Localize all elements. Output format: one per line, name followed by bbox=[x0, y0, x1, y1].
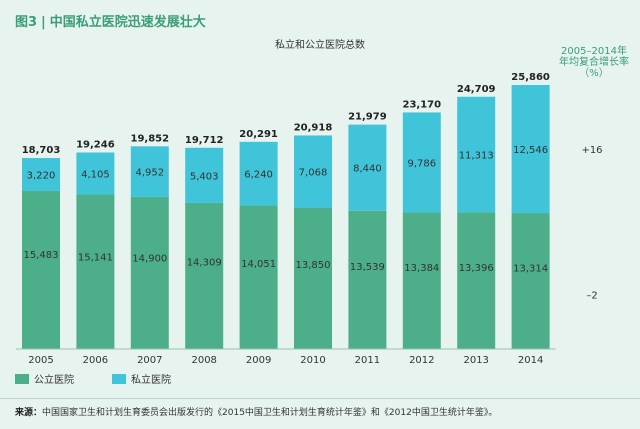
bar-public-2009 bbox=[239, 205, 278, 349]
x-tick-2006: 2006 bbox=[83, 355, 108, 366]
bar-private-2010 bbox=[294, 135, 332, 208]
bar-public-2006 bbox=[76, 194, 115, 349]
figure-title: 图3 | 中国私立医院迅速发展壮大 bbox=[15, 11, 206, 30]
data-label-total-2010: 20,918 bbox=[294, 122, 333, 133]
data-label-total-2008: 19,712 bbox=[185, 135, 224, 146]
data-label-private-2008: 5,403 bbox=[190, 171, 219, 182]
data-label-public-2008: 14,309 bbox=[187, 257, 222, 268]
data-label-public-2007: 14,900 bbox=[132, 254, 167, 265]
data-label-public-2005: 15,483 bbox=[24, 250, 59, 261]
bar-private-2006 bbox=[76, 152, 115, 195]
data-label-private-2013: 11,313 bbox=[459, 150, 494, 161]
data-label-public-2014: 13,314 bbox=[513, 263, 548, 274]
data-label-total-2005: 18,703 bbox=[22, 145, 61, 156]
legend-item-private: 私立医院 bbox=[112, 371, 171, 386]
legend: 公立医院 私立医院 bbox=[15, 371, 209, 386]
data-label-private-2010: 7,068 bbox=[299, 168, 328, 179]
growth-rate-header: 2005–2014年 年均复合增长率 （%） bbox=[552, 46, 636, 79]
growth-rate-header-line2: 年均复合增长率 bbox=[559, 57, 629, 68]
growth-rate-private: +16 bbox=[581, 145, 602, 156]
data-label-private-2005: 3,220 bbox=[27, 171, 56, 182]
bar-public-2011 bbox=[348, 210, 387, 349]
x-tick-2010: 2010 bbox=[300, 355, 325, 366]
legend-swatch-public bbox=[15, 373, 29, 384]
data-label-private-2009: 6,240 bbox=[244, 170, 273, 181]
data-label-private-2011: 8,440 bbox=[353, 164, 382, 175]
bar-public-2010 bbox=[294, 207, 332, 349]
data-label-private-2012: 9,786 bbox=[407, 158, 436, 169]
legend-label-public: 公立医院 bbox=[34, 375, 74, 386]
data-label-public-2011: 13,539 bbox=[350, 262, 385, 273]
data-label-total-2013: 24,709 bbox=[457, 84, 496, 95]
data-label-total-2006: 19,246 bbox=[76, 140, 115, 151]
bar-private-2011 bbox=[348, 124, 387, 211]
data-label-total-2012: 23,170 bbox=[403, 99, 442, 110]
x-tick-2013: 2013 bbox=[463, 355, 488, 366]
data-label-public-2010: 13,850 bbox=[296, 260, 331, 271]
bar-private-2012 bbox=[402, 112, 441, 213]
bar-private-2014 bbox=[511, 85, 550, 214]
x-tick-2012: 2012 bbox=[409, 355, 434, 366]
x-tick-2008: 2008 bbox=[191, 355, 216, 366]
data-label-private-2014: 12,546 bbox=[513, 145, 548, 156]
bar-public-2005 bbox=[22, 190, 60, 349]
bar-public-2013 bbox=[457, 212, 496, 349]
bar-private-2007 bbox=[130, 146, 169, 197]
bar-public-2014 bbox=[511, 213, 550, 349]
x-tick-2007: 2007 bbox=[137, 355, 162, 366]
data-label-private-2006: 4,105 bbox=[81, 169, 110, 180]
x-tick-2014: 2014 bbox=[518, 355, 543, 366]
chart-title: 私立和公立医院总数 bbox=[275, 40, 365, 51]
title-separator: | bbox=[41, 15, 46, 30]
legend-label-private: 私立医院 bbox=[131, 375, 171, 386]
data-label-total-2009: 20,291 bbox=[239, 129, 278, 140]
x-tick-2011: 2011 bbox=[355, 355, 380, 366]
growth-rate-public: –2 bbox=[586, 291, 597, 302]
data-label-public-2013: 13,396 bbox=[459, 263, 494, 274]
title-text: 中国私立医院迅速发展壮大 bbox=[49, 15, 206, 30]
bar-private-2005 bbox=[22, 158, 60, 191]
data-label-total-2014: 25,860 bbox=[511, 72, 550, 83]
source-label: 来源： bbox=[15, 408, 43, 418]
growth-rate-header-line3: （%） bbox=[579, 68, 609, 79]
x-tick-2005: 2005 bbox=[28, 355, 53, 366]
data-label-private-2007: 4,952 bbox=[135, 168, 164, 179]
bar-private-2009 bbox=[239, 141, 278, 206]
bar-public-2008 bbox=[185, 202, 224, 349]
data-label-total-2007: 19,852 bbox=[131, 133, 170, 144]
data-label-public-2006: 15,141 bbox=[78, 252, 113, 263]
source-text: 中国国家卫生和计划生育委员会出版发行的《2015中国卫生和计划生育统计年鉴》和《… bbox=[42, 408, 498, 418]
data-label-public-2009: 14,051 bbox=[241, 259, 276, 270]
figure-label: 图3 bbox=[15, 15, 38, 30]
bar-public-2012 bbox=[402, 212, 441, 349]
divider bbox=[0, 398, 640, 399]
source-note: 来源：中国国家卫生和计划生育委员会出版发行的《2015中国卫生和计划生育统计年鉴… bbox=[15, 405, 497, 418]
bar-private-2008 bbox=[185, 147, 224, 203]
data-label-total-2011: 21,979 bbox=[348, 112, 387, 123]
legend-swatch-private bbox=[112, 373, 126, 384]
bar-private-2013 bbox=[457, 96, 496, 213]
legend-item-public: 公立医院 bbox=[15, 371, 74, 386]
growth-rate-header-line1: 2005–2014年 bbox=[561, 46, 627, 57]
bar-public-2007 bbox=[130, 196, 169, 349]
x-tick-2009: 2009 bbox=[246, 355, 271, 366]
data-label-public-2012: 13,384 bbox=[404, 263, 439, 274]
